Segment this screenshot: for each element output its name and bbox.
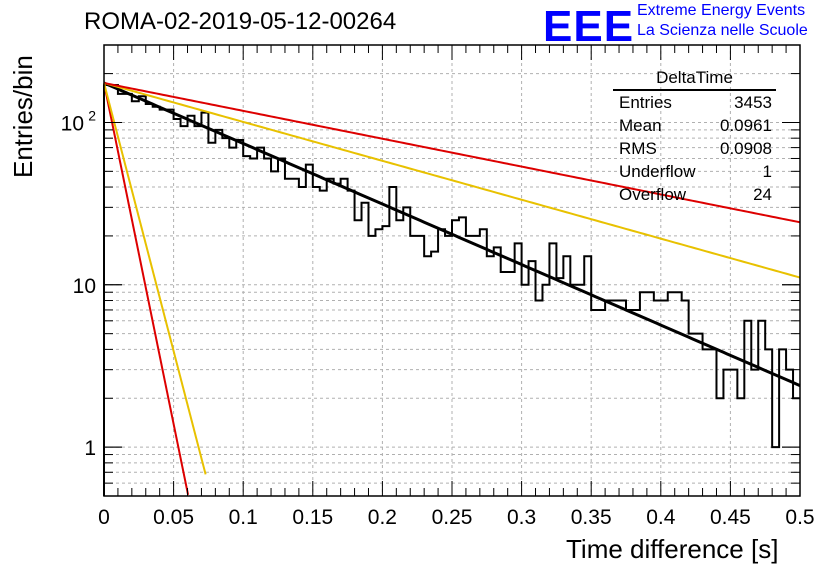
stats-label: Underflow <box>619 162 696 181</box>
stats-value: 0.0908 <box>720 139 772 158</box>
stats-label: Mean <box>619 116 662 135</box>
y-tick-label: 10 <box>61 112 84 135</box>
stats-title: DeltaTime <box>613 68 776 91</box>
org-name-line2: La Scienza nelle Scuole <box>637 22 808 39</box>
x-tick-label: 0.15 <box>292 506 333 529</box>
x-tick-label: 0.25 <box>432 506 473 529</box>
fit-curve-2 <box>103 82 801 224</box>
org-name-line1: Extreme Energy Events <box>637 2 806 19</box>
eee-logo: EEE <box>543 2 635 51</box>
x-axis-label: Time difference [s] <box>566 534 779 564</box>
axes <box>103 44 801 497</box>
x-tick-label: 0.35 <box>571 506 612 529</box>
stats-row-underflow: Underflow 1 <box>613 160 778 183</box>
fit-curve-4 <box>103 82 207 475</box>
stats-label: Overflow <box>619 185 687 204</box>
stats-value: 24 <box>753 185 772 204</box>
x-tick-label: 0.2 <box>368 506 397 529</box>
stats-value: 1 <box>762 162 772 181</box>
x-tick-label: 0.3 <box>507 506 536 529</box>
stats-row-entries: Entries 3453 <box>613 91 778 114</box>
y-axis-label: Entries/bin <box>8 55 38 178</box>
x-tick-label: 0.5 <box>785 506 814 529</box>
y-tick-label: 1 <box>84 437 96 460</box>
tick-labels: 0 0.05 0.1 0.15 0.2 0.25 0.3 0.35 0.4 0.45 0.5 1 10 1… <box>61 107 815 529</box>
stats-value: 3453 <box>734 93 772 112</box>
stats-row-mean: Mean 0.0961 <box>613 114 778 137</box>
stats-label: Entries <box>619 93 672 112</box>
x-tick-label: 0.45 <box>710 506 751 529</box>
y-tick-label-exponent: 2 <box>88 107 96 123</box>
x-tick-label: 0 <box>98 506 110 529</box>
x-tick-label: 0.4 <box>646 506 676 529</box>
stats-row-rms: RMS 0.0908 <box>613 137 778 160</box>
fit-curve-0 <box>103 81 801 387</box>
histogram-bars <box>103 84 800 496</box>
histogram-step <box>103 84 800 496</box>
stats-value: 0.0961 <box>720 116 772 135</box>
stats-row-overflow: Overflow 24 <box>613 183 778 206</box>
plot-title: ROMA-02-2019-05-12-00264 <box>84 8 397 35</box>
stats-label: RMS <box>619 139 657 158</box>
fit-curve-1 <box>103 82 801 279</box>
fit-curve-3 <box>103 82 190 495</box>
stats-box: DeltaTime Entries 3453 Mean 0.0961 RMS 0.09… <box>613 68 778 206</box>
x-tick-label: 0.05 <box>153 506 194 529</box>
grid <box>104 45 800 496</box>
x-tick-label: 0.1 <box>229 506 258 529</box>
y-tick-label: 10 <box>73 275 96 298</box>
fit-curves <box>103 81 801 495</box>
